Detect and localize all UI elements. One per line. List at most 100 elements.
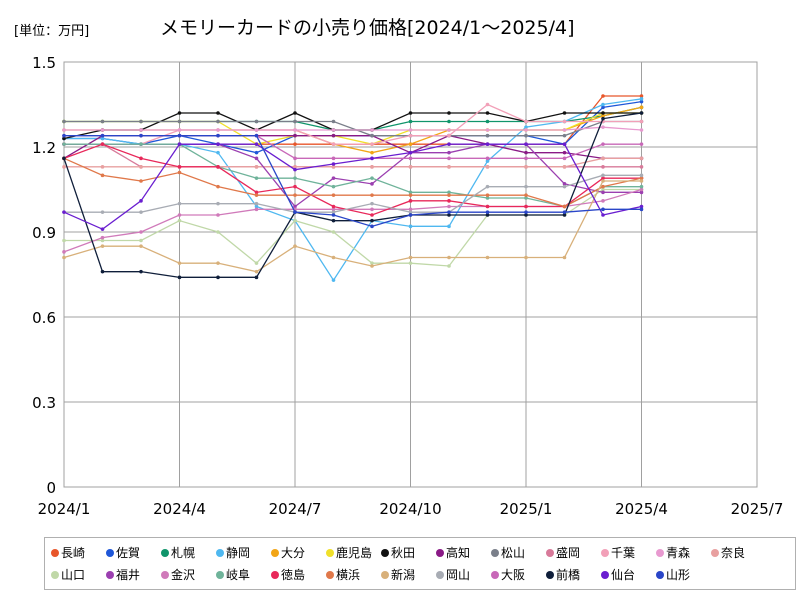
legend-marker-icon — [491, 571, 499, 579]
data-point — [447, 150, 451, 155]
data-point — [331, 184, 336, 189]
data-point — [639, 179, 644, 183]
data-point — [62, 156, 66, 161]
data-point — [254, 165, 259, 169]
legend-label: 仙台 — [611, 568, 636, 582]
data-point — [524, 213, 528, 217]
data-point — [331, 142, 336, 146]
series-盛岡 — [62, 142, 644, 169]
data-point — [601, 173, 605, 178]
data-point — [293, 128, 297, 132]
data-point — [139, 238, 143, 243]
data-point — [331, 213, 336, 217]
data-point — [62, 142, 66, 146]
data-point — [639, 105, 644, 110]
legend-item: 鹿児島 — [326, 544, 372, 561]
data-point — [216, 111, 220, 115]
legend-label: 札幌 — [171, 546, 196, 560]
data-point — [331, 193, 336, 197]
data-point — [331, 207, 336, 212]
data-point — [639, 187, 644, 192]
data-point — [100, 269, 105, 274]
data-point — [408, 210, 413, 214]
data-point — [62, 210, 66, 214]
series-line — [64, 95, 642, 145]
data-point — [562, 128, 567, 132]
data-point — [639, 97, 644, 101]
data-point — [524, 210, 528, 214]
data-point — [139, 133, 143, 138]
data-point — [177, 142, 182, 146]
legend-item: 大阪 — [491, 566, 525, 583]
data-point — [100, 165, 105, 169]
data-point — [485, 102, 490, 107]
data-point — [62, 250, 66, 254]
data-point — [447, 119, 451, 124]
data-point — [139, 142, 143, 146]
legend-label: 大分 — [281, 546, 306, 560]
x-tick-label: 2024/1 — [38, 500, 91, 518]
data-point — [216, 230, 220, 234]
series-line — [64, 143, 642, 208]
data-point — [177, 170, 182, 175]
data-point — [370, 128, 374, 132]
series-line — [64, 106, 642, 131]
legend-marker-icon — [326, 549, 334, 557]
data-point — [293, 184, 297, 189]
data-point — [447, 210, 451, 214]
data-point — [601, 114, 605, 118]
series-長崎 — [62, 94, 644, 146]
data-point — [601, 165, 605, 169]
data-point — [639, 165, 644, 169]
series-青森 — [62, 125, 644, 132]
data-point — [293, 167, 297, 172]
y-tick-label: 0.6 — [32, 309, 56, 327]
series-line — [64, 135, 642, 228]
data-point — [139, 128, 143, 132]
series-札幌 — [62, 105, 644, 132]
data-point — [177, 261, 182, 265]
legend-marker-icon — [381, 571, 389, 579]
legend-label: 山形 — [666, 568, 691, 582]
legend-marker-icon — [216, 549, 224, 557]
data-point — [562, 119, 567, 124]
data-point — [216, 119, 220, 124]
data-point — [524, 156, 528, 161]
data-point — [562, 255, 567, 260]
data-point — [100, 173, 105, 178]
data-point — [485, 128, 490, 132]
legend-label: 千葉 — [611, 546, 636, 560]
legend-item: 秋田 — [381, 544, 415, 561]
data-point — [601, 190, 605, 195]
legend-label: 奈良 — [721, 546, 746, 560]
legend-item: 高知 — [436, 544, 470, 561]
series-line — [63, 143, 642, 230]
data-point — [408, 207, 413, 212]
data-point — [639, 119, 644, 124]
data-point — [100, 136, 105, 141]
data-point — [408, 199, 413, 203]
data-point — [601, 102, 605, 107]
data-point — [447, 156, 451, 161]
data-point — [370, 218, 374, 223]
data-point — [601, 125, 605, 129]
data-point — [408, 119, 413, 124]
data-point — [139, 244, 143, 248]
legend-label: 秋田 — [391, 546, 416, 560]
legend-marker-icon — [546, 549, 554, 557]
data-point — [293, 119, 297, 124]
data-point — [601, 111, 605, 115]
data-point — [62, 165, 66, 169]
x-tick-label: 2024/4 — [153, 500, 206, 518]
data-point — [562, 213, 567, 217]
data-point — [62, 255, 66, 260]
legend-marker-icon — [491, 549, 499, 557]
data-point — [524, 184, 528, 189]
data-point — [601, 213, 605, 217]
data-point — [100, 119, 105, 124]
data-point — [447, 190, 451, 195]
legend-item: 長崎 — [51, 544, 85, 561]
legend-marker-icon — [546, 571, 554, 579]
legend-marker-icon — [216, 571, 224, 579]
